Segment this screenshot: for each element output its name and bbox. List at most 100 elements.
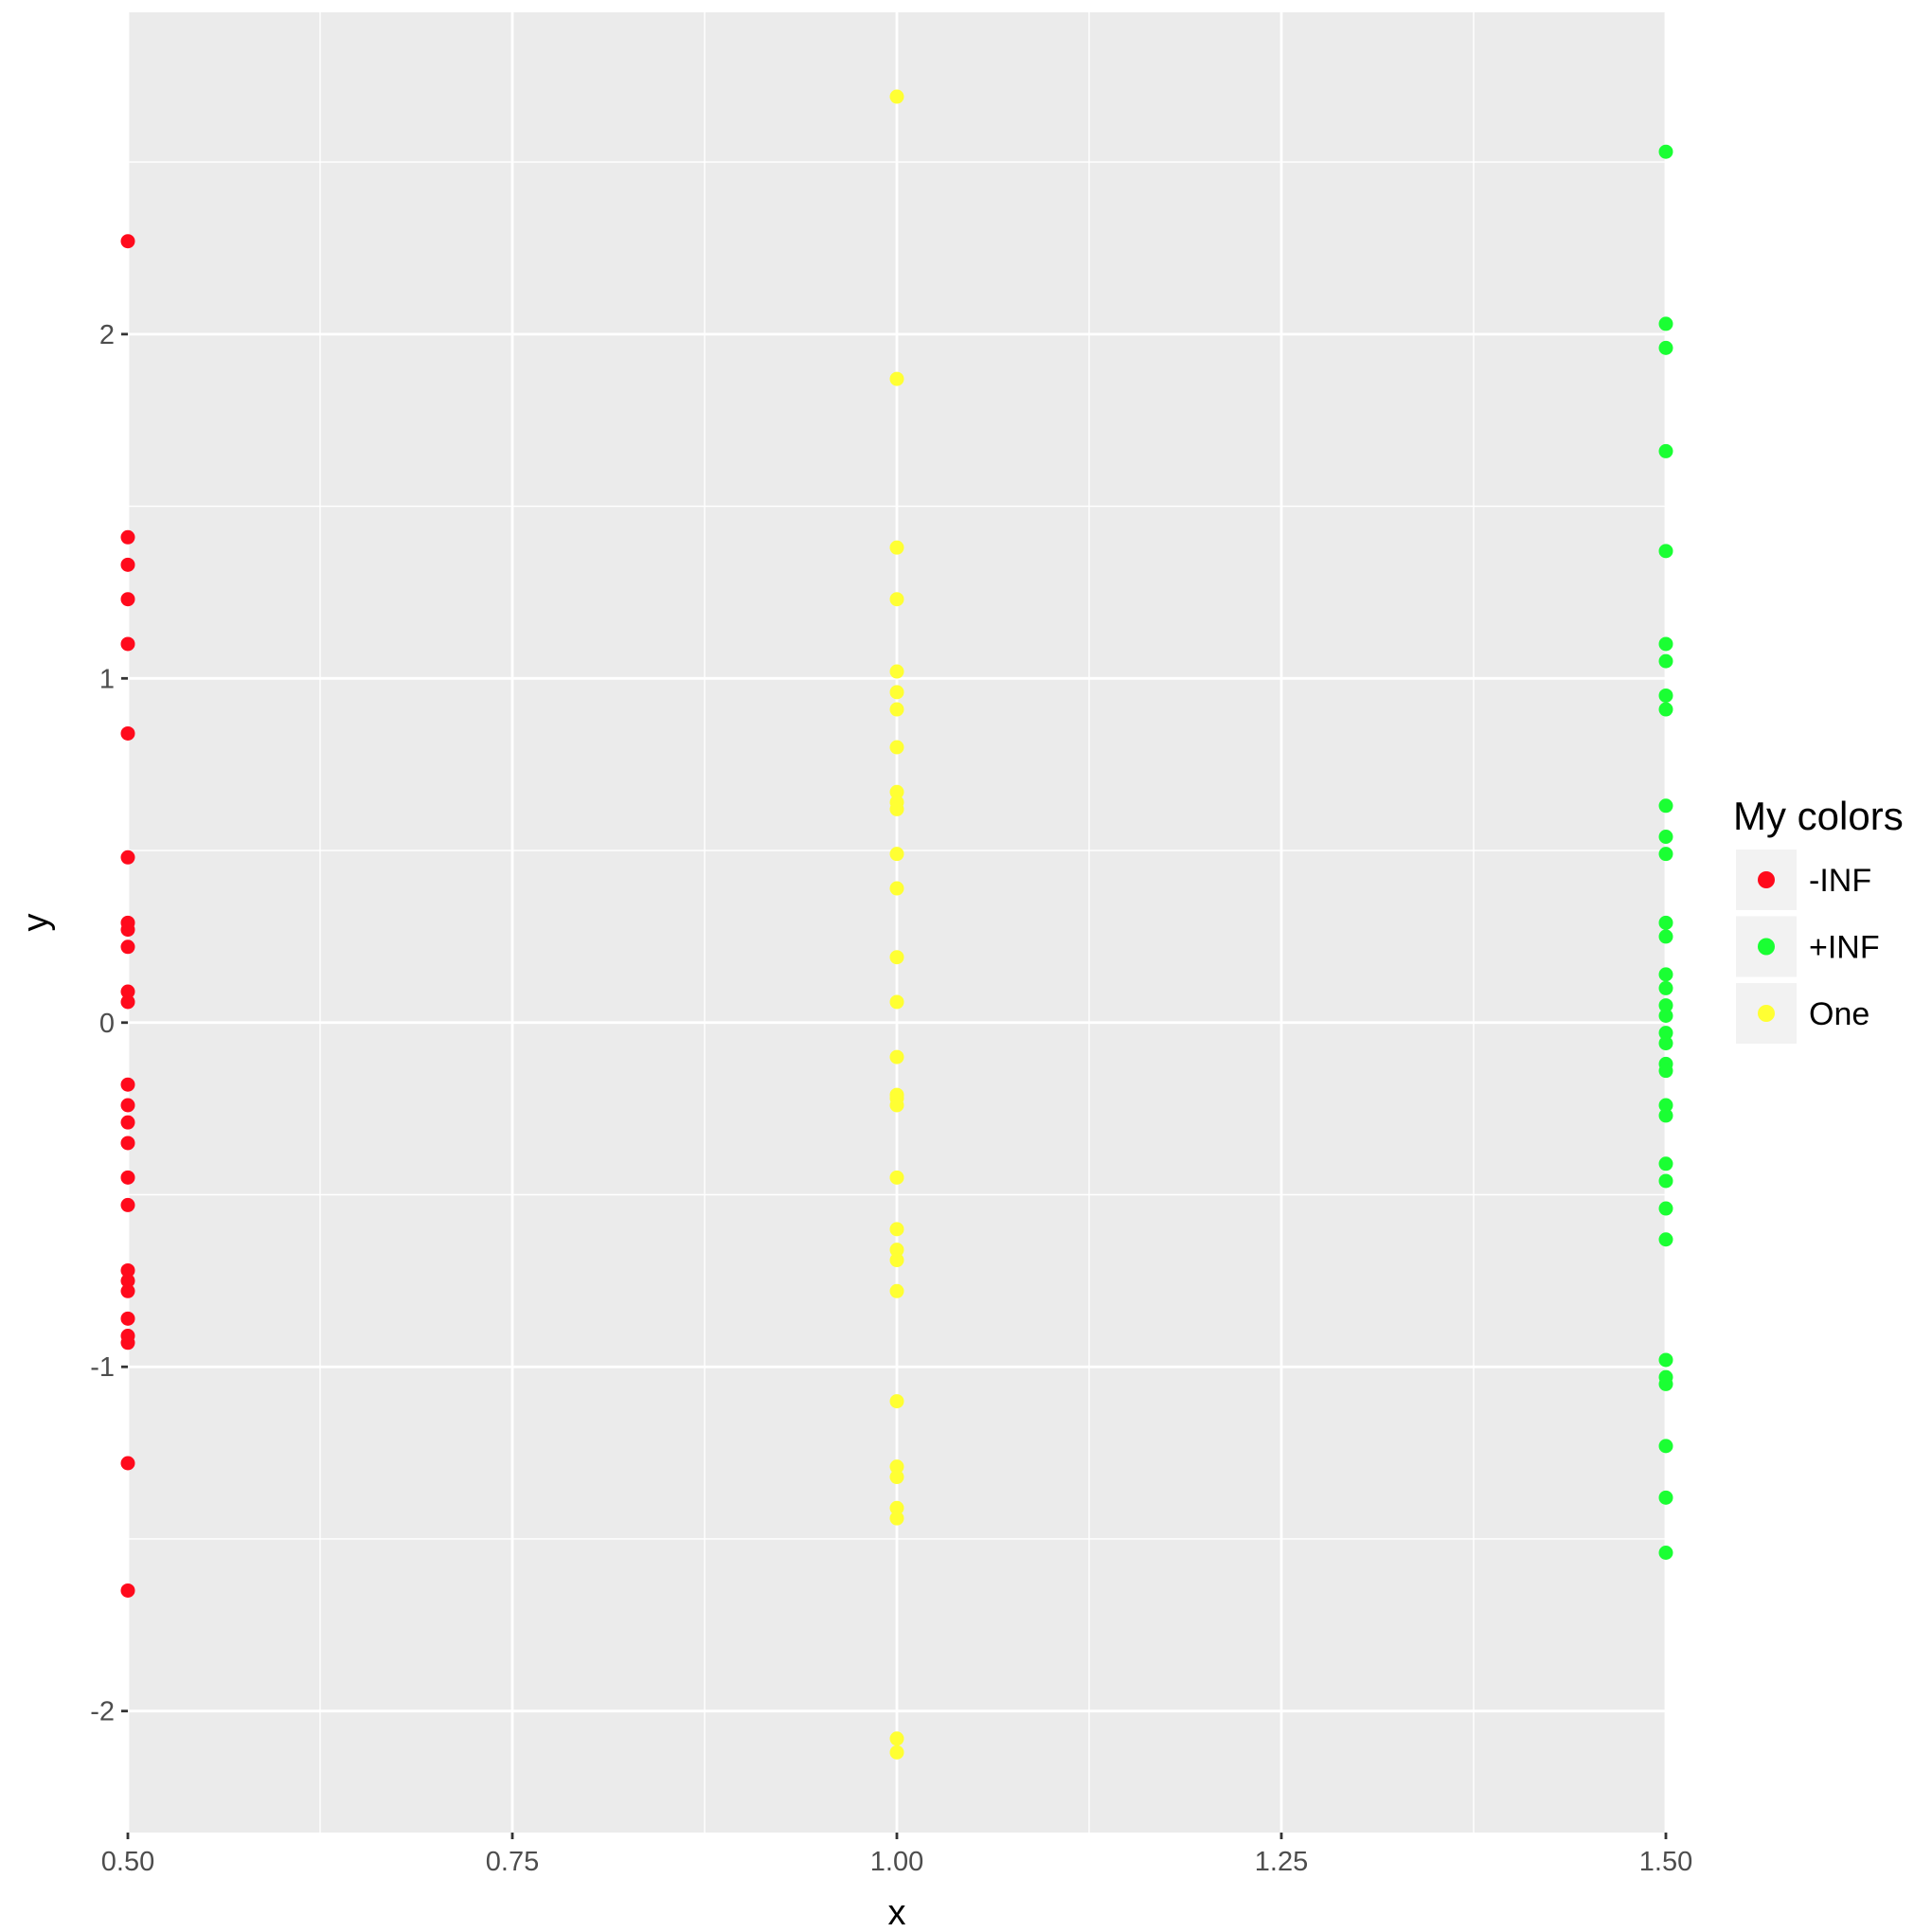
y-axis-title: y xyxy=(16,914,56,932)
data-point xyxy=(889,1243,904,1258)
data-point xyxy=(1658,1026,1673,1041)
legend-marker xyxy=(1758,871,1775,888)
data-point xyxy=(120,1583,135,1598)
data-point xyxy=(120,984,135,999)
data-point xyxy=(1658,688,1673,703)
data-point xyxy=(889,540,904,555)
data-point xyxy=(889,1731,904,1746)
x-tick-label: 0.50 xyxy=(101,1847,154,1877)
y-tick-label: -1 xyxy=(90,1352,115,1383)
x-tick-label: 1.50 xyxy=(1639,1847,1692,1877)
data-point xyxy=(1658,915,1673,930)
data-point xyxy=(120,1115,135,1130)
data-point xyxy=(889,664,904,679)
data-points xyxy=(120,89,1673,1760)
data-point xyxy=(889,881,904,896)
data-point xyxy=(889,685,904,700)
data-point xyxy=(1658,847,1673,862)
data-point xyxy=(120,1077,135,1092)
data-point xyxy=(1658,1036,1673,1051)
data-point xyxy=(120,922,135,938)
data-point xyxy=(1658,1439,1673,1454)
data-point xyxy=(889,784,904,799)
x-tick-label: 0.75 xyxy=(486,1847,539,1877)
x-tick-label: 1.25 xyxy=(1255,1847,1308,1877)
data-point xyxy=(889,1394,904,1409)
data-point xyxy=(1658,1376,1673,1391)
data-point xyxy=(120,1311,135,1326)
data-point xyxy=(889,592,904,607)
data-point xyxy=(889,1744,904,1760)
data-point xyxy=(1658,1173,1673,1189)
data-point xyxy=(889,1283,904,1298)
data-point xyxy=(120,557,135,572)
data-point xyxy=(889,1511,904,1526)
data-point xyxy=(889,89,904,104)
data-point xyxy=(120,1283,135,1298)
data-point xyxy=(120,1262,135,1278)
data-point xyxy=(889,847,904,862)
data-point xyxy=(1658,1490,1673,1505)
data-point xyxy=(1658,443,1673,458)
data-point xyxy=(1658,702,1673,717)
axes: 0.50 0.75 1.00 1.25 1.50 -2 -1 0 1 2 xyxy=(90,320,1692,1877)
data-point xyxy=(1658,1108,1673,1123)
data-point xyxy=(889,1470,904,1485)
data-point xyxy=(1658,1352,1673,1368)
data-point xyxy=(889,801,904,816)
legend-title: My colors xyxy=(1733,794,1904,838)
data-point xyxy=(120,1335,135,1351)
data-point xyxy=(889,1253,904,1268)
legend-marker xyxy=(1758,1005,1775,1022)
legend: My colors -INF +INF One xyxy=(1733,794,1904,1044)
data-point xyxy=(1658,798,1673,814)
data-point xyxy=(120,994,135,1010)
data-point xyxy=(889,740,904,755)
data-point xyxy=(889,994,904,1010)
data-point xyxy=(889,1222,904,1237)
legend-label: -INF xyxy=(1809,863,1871,899)
x-axis-title: x xyxy=(888,1893,906,1932)
data-point xyxy=(120,939,135,955)
data-point xyxy=(120,529,135,545)
y-tick-label: -2 xyxy=(90,1697,115,1727)
data-point xyxy=(889,1049,904,1064)
data-point xyxy=(889,950,904,965)
data-point xyxy=(1658,980,1673,995)
data-point xyxy=(1658,1546,1673,1561)
data-point xyxy=(889,1170,904,1185)
y-tick-label: 2 xyxy=(99,320,115,350)
data-point xyxy=(889,702,904,717)
data-point xyxy=(889,1459,904,1475)
data-point xyxy=(1658,316,1673,331)
data-point xyxy=(1658,1098,1673,1113)
data-point xyxy=(1658,829,1673,844)
data-point xyxy=(1658,1232,1673,1247)
data-point xyxy=(1658,1201,1673,1216)
data-point xyxy=(1658,1156,1673,1172)
data-point xyxy=(120,1136,135,1151)
data-point xyxy=(120,850,135,865)
data-point xyxy=(120,1197,135,1212)
data-point xyxy=(1658,998,1673,1013)
data-point xyxy=(120,725,135,741)
data-point xyxy=(120,1170,135,1185)
data-point xyxy=(120,234,135,249)
legend-label: One xyxy=(1809,996,1869,1032)
data-point xyxy=(1658,1008,1673,1023)
legend-marker xyxy=(1758,938,1775,956)
data-point xyxy=(1658,929,1673,944)
data-point xyxy=(120,1273,135,1288)
data-point xyxy=(889,371,904,386)
data-point xyxy=(1658,144,1673,159)
data-point xyxy=(1658,967,1673,982)
data-point xyxy=(1658,1064,1673,1079)
data-point xyxy=(120,636,135,652)
data-point xyxy=(889,1500,904,1515)
y-tick-label: 0 xyxy=(99,1009,115,1039)
x-tick-label: 1.00 xyxy=(870,1847,923,1877)
data-point xyxy=(1658,653,1673,669)
y-tick-label: 1 xyxy=(99,664,115,694)
data-point xyxy=(120,1098,135,1113)
data-point xyxy=(889,1098,904,1113)
